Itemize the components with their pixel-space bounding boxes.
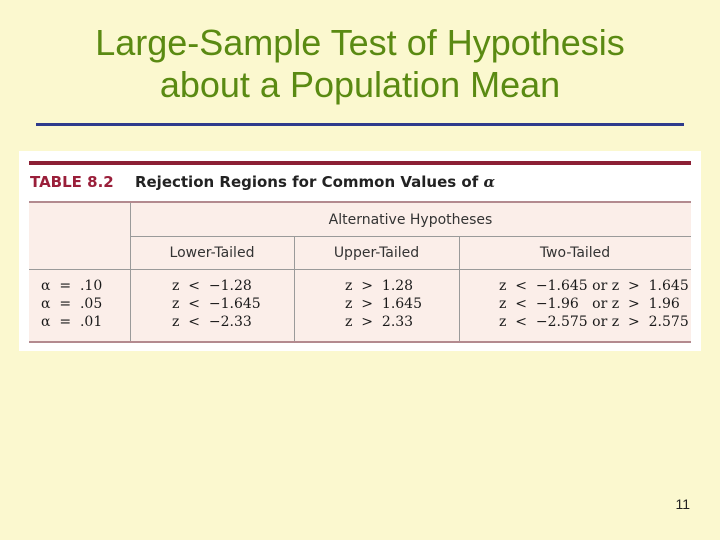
- alpha-cell: α = .01: [41, 314, 103, 330]
- two-tailed-cell: z < −1.96 or z > 1.96: [499, 296, 680, 312]
- two-tailed-cell: z < −1.645 or z > 1.645: [499, 278, 689, 294]
- page-number: 11: [675, 496, 690, 512]
- upper-tailed-cell: z > 1.645: [345, 296, 422, 312]
- lower-tailed-cell: z < −1.28: [172, 278, 252, 294]
- upper-tailed-cell: z > 1.28: [345, 278, 414, 294]
- alpha-cell: α = .10: [41, 278, 103, 294]
- column-header-lower-tailed: Lower-Tailed: [169, 245, 255, 261]
- title-divider: [36, 123, 684, 126]
- grid-vline-3: [459, 236, 460, 341]
- table-title: Rejection Regions for Common Values of: [134, 173, 479, 191]
- grid-hline-1: [130, 236, 691, 237]
- slide-title-line-1: Large-Sample Test of Hypothesis: [95, 22, 625, 63]
- table-top-bar: [29, 161, 691, 165]
- table-caption: TABLE 8.2 Rejection Regions for Common V…: [30, 173, 495, 197]
- slide-title-line-2: about a Population Mean: [159, 64, 561, 105]
- upper-tailed-cell: z > 2.33: [345, 314, 414, 330]
- grid-hline-2: [29, 269, 691, 270]
- column-header-two-tailed: Two-Tailed: [539, 245, 611, 261]
- slide-title: Large-Sample Test of Hypothesis about a …: [0, 22, 720, 106]
- alpha-cell: α = .05: [41, 296, 103, 312]
- table-label: TABLE 8.2: [30, 173, 114, 191]
- lower-tailed-cell: z < −2.33: [172, 314, 252, 330]
- group-header: Alternative Hypotheses: [328, 212, 493, 228]
- grid-vline-2: [294, 236, 295, 341]
- two-tailed-cell: z < −2.575 or z > 2.575: [499, 314, 689, 330]
- table-grid: Alternative Hypotheses Lower-Tailed Uppe…: [29, 201, 691, 343]
- lower-tailed-cell: z < −1.645: [172, 296, 261, 312]
- column-header-upper-tailed: Upper-Tailed: [333, 245, 420, 261]
- grid-vline-1: [130, 203, 131, 341]
- table-title-alpha-symbol: α: [483, 173, 496, 191]
- rejection-regions-table: TABLE 8.2 Rejection Regions for Common V…: [19, 151, 701, 351]
